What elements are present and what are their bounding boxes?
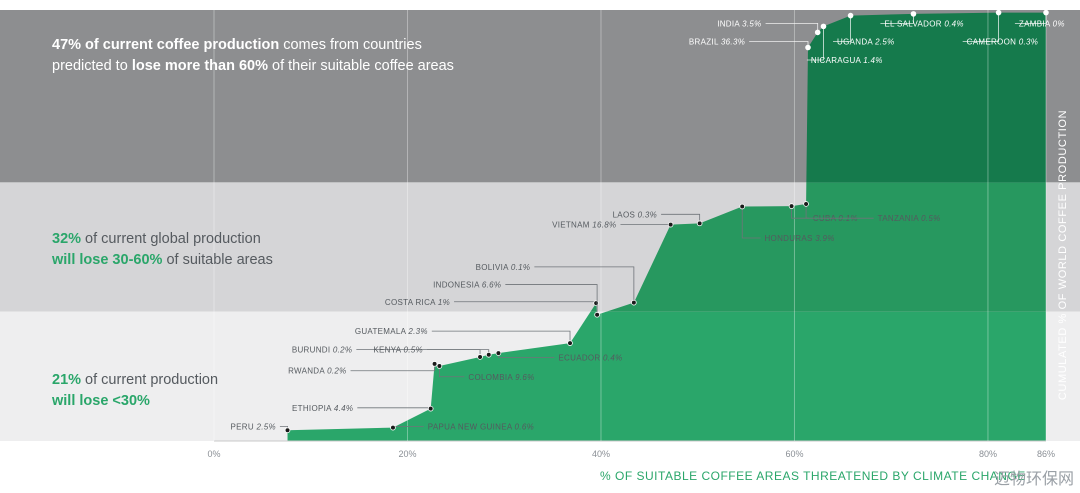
svg-text:NICARAGUA 1.4%: NICARAGUA 1.4% xyxy=(811,56,883,65)
y-axis-title: CUMULATED % OF WORLD COFFEE PRODUCTION xyxy=(1057,110,1069,400)
svg-text:GUATEMALA 2.3%: GUATEMALA 2.3% xyxy=(355,327,428,336)
svg-text:ECUADOR 0.4%: ECUADOR 0.4% xyxy=(558,353,622,362)
data-point-papua-new-guinea: PAPUA NEW GUINEA 0.6% xyxy=(390,422,534,431)
x-tick-60: 60% xyxy=(785,449,803,459)
band-caption-mid: 32% of current global production will los… xyxy=(52,231,273,268)
data-point-india: INDIA 3.5% xyxy=(717,19,821,36)
data-point-rwanda: RWANDA 0.2% xyxy=(288,361,438,376)
svg-text:INDONESIA 6.6%: INDONESIA 6.6% xyxy=(433,281,501,290)
data-point-bolivia: BOLIVIA 0.1% xyxy=(476,263,637,306)
svg-text:PERU 2.5%: PERU 2.5% xyxy=(231,422,276,431)
data-point-brazil: BRAZIL 36.3% xyxy=(689,37,811,51)
band-caption-low: 21% of current production will lose <30% xyxy=(52,372,219,409)
area-low xyxy=(287,311,1046,441)
data-point-uganda: UGANDA 2.5% xyxy=(833,12,895,46)
svg-text:UGANDA 2.5%: UGANDA 2.5% xyxy=(837,37,895,46)
data-point-kenya: KENYA 0.5% xyxy=(373,346,492,358)
svg-text:CUBA 0.1%: CUBA 0.1% xyxy=(813,214,858,223)
watermark: 迈物环保网 xyxy=(993,469,1074,488)
data-point-cameroon: CAMEROON 0.3% xyxy=(962,9,1038,46)
data-point-peru: PERU 2.5% xyxy=(231,422,291,434)
svg-text:KENYA 0.5%: KENYA 0.5% xyxy=(373,346,423,355)
data-point-cuba: CUBA 0.1% xyxy=(788,203,858,223)
x-tick-0: 0% xyxy=(207,449,220,459)
svg-text:BOLIVIA 0.1%: BOLIVIA 0.1% xyxy=(476,263,531,272)
svg-text:INDIA 3.5%: INDIA 3.5% xyxy=(717,19,761,28)
data-point-colombia: COLOMBIA 9.6% xyxy=(436,363,534,382)
svg-text:COLOMBIA 9.6%: COLOMBIA 9.6% xyxy=(468,373,534,382)
svg-text:BURUNDI 0.2%: BURUNDI 0.2% xyxy=(292,346,353,355)
svg-text:CAMEROON 0.3%: CAMEROON 0.3% xyxy=(967,37,1038,46)
svg-text:TANZANIA 0.5%: TANZANIA 0.5% xyxy=(878,214,941,223)
svg-text:RWANDA 0.2%: RWANDA 0.2% xyxy=(288,367,346,376)
x-tick-86: 86% xyxy=(1037,449,1055,459)
data-point-zambia: ZAMBIA 0% xyxy=(1014,9,1065,28)
svg-text:PAPUA NEW GUINEA 0.6%: PAPUA NEW GUINEA 0.6% xyxy=(428,422,534,431)
svg-text:ETHIOPIA 4.4%: ETHIOPIA 4.4% xyxy=(292,404,353,413)
data-point-laos: LAOS 0.3% xyxy=(613,210,703,227)
svg-text:EL SALVADOR 0.4%: EL SALVADOR 0.4% xyxy=(884,19,963,28)
data-point-vietnam: VIETNAM 16.8% xyxy=(552,221,674,230)
data-point-honduras: HONDURAS 3.9% xyxy=(739,203,834,243)
x-axis-title: % OF SUITABLE COFFEE AREAS THREATENED BY… xyxy=(600,469,1026,483)
data-point-tanzania: TANZANIA 0.5% xyxy=(803,201,941,223)
data-point-nicaragua: NICARAGUA 1.4% xyxy=(806,23,883,65)
x-tick-40: 40% xyxy=(592,449,610,459)
svg-text:HONDURAS 3.9%: HONDURAS 3.9% xyxy=(764,234,834,243)
data-point-ethiopia: ETHIOPIA 4.4% xyxy=(292,404,434,413)
area-mid xyxy=(590,182,1046,312)
area-high xyxy=(806,12,1046,183)
data-point-el-salvador: EL SALVADOR 0.4% xyxy=(880,11,963,28)
svg-text:LAOS 0.3%: LAOS 0.3% xyxy=(613,210,658,219)
x-tick-20: 20% xyxy=(398,449,416,459)
svg-text:VIETNAM 16.8%: VIETNAM 16.8% xyxy=(552,221,616,230)
svg-text:COSTA RICA 1%: COSTA RICA 1% xyxy=(385,298,450,307)
data-point-indonesia: INDONESIA 6.6% xyxy=(433,281,600,318)
band-caption-high: 47% of current coffee production comes f… xyxy=(52,37,454,74)
data-point-ecuador: ECUADOR 0.4% xyxy=(495,350,622,362)
svg-text:ZAMBIA 0%: ZAMBIA 0% xyxy=(1019,19,1065,28)
svg-text:BRAZIL 36.3%: BRAZIL 36.3% xyxy=(689,37,745,46)
x-tick-80: 80% xyxy=(979,449,997,459)
data-point-guatemala: GUATEMALA 2.3% xyxy=(355,327,573,346)
